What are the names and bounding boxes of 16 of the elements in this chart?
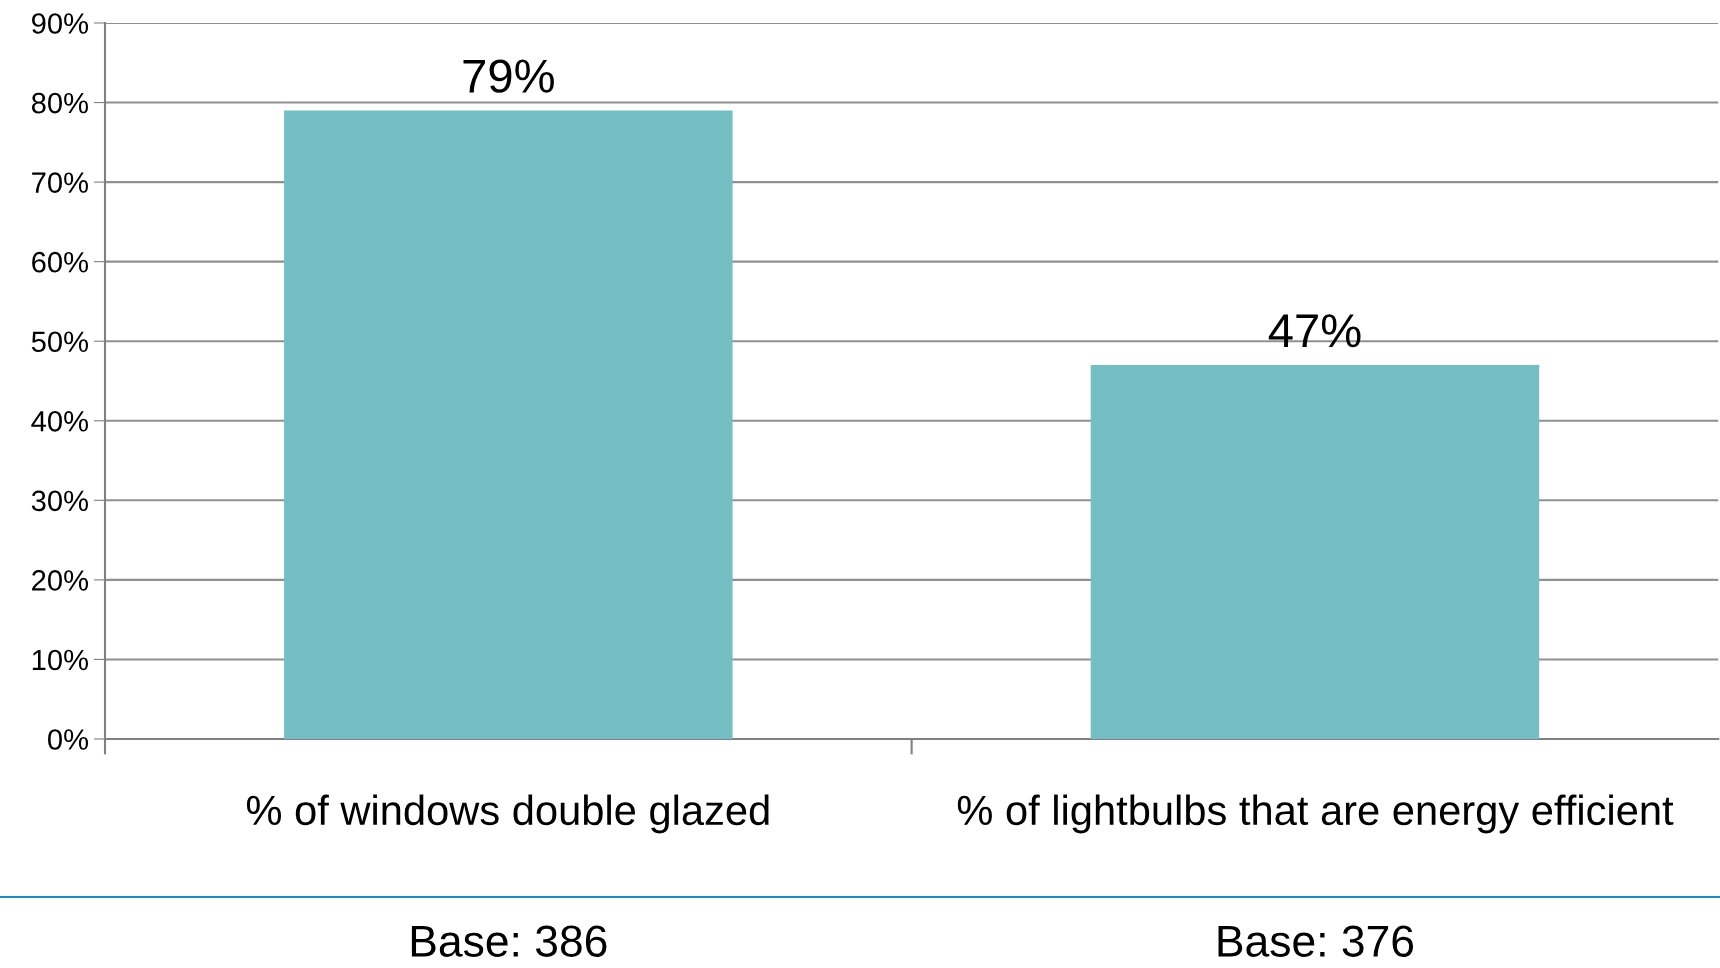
x-tick-label: % of lightbulbs that are energy efficient xyxy=(957,794,1674,834)
y-tick-label: 0% xyxy=(48,729,88,750)
data-label: 47% xyxy=(1268,314,1361,348)
y-tick-label: 20% xyxy=(32,570,88,591)
y-tick-label: 70% xyxy=(32,172,88,193)
y-tick-label: 80% xyxy=(31,92,88,114)
y-tick-label: 10% xyxy=(32,649,88,671)
x-tick-label: % of windows double glazed xyxy=(246,794,769,834)
y-tick-label: 60% xyxy=(32,251,88,273)
text: Base: 376 xyxy=(1218,925,1414,957)
y-tick-label: 50% xyxy=(31,331,88,353)
y-tick-label: 30% xyxy=(31,490,88,512)
y-tick-label: 90% xyxy=(32,13,88,34)
y-tick-label: 40% xyxy=(31,410,88,432)
data-label: 79% xyxy=(463,59,554,93)
text: Base: 386 xyxy=(411,925,607,957)
